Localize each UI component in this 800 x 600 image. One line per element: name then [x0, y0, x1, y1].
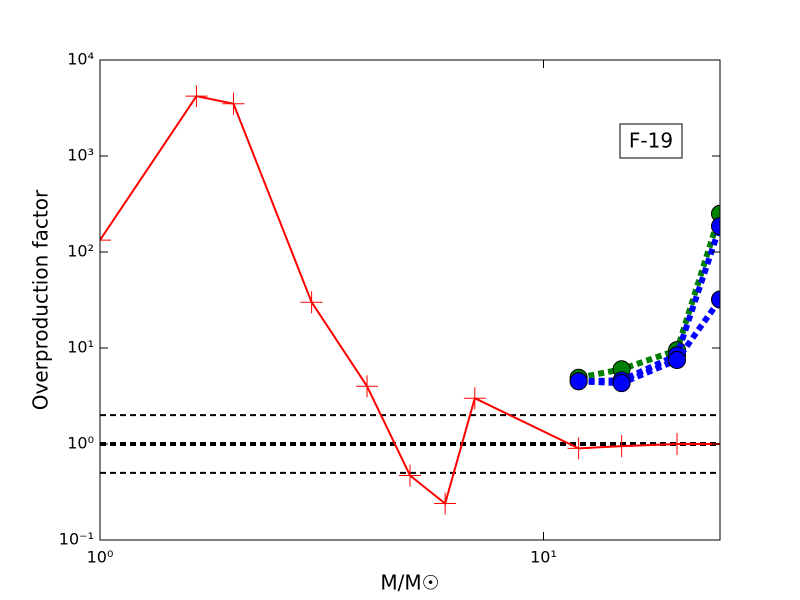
y-axis-label: Overproduction factor: [29, 189, 53, 410]
annotation-box: [619, 123, 683, 159]
y-tick-label: 10³: [67, 146, 94, 165]
marker: [666, 433, 689, 455]
y-tick-label: 10¹: [67, 338, 94, 357]
y-tick-label: 10⁰: [67, 434, 94, 453]
marker: [222, 92, 245, 115]
plot-frame: [99, 59, 721, 541]
y-tick-label: 10⁴: [67, 50, 94, 69]
annotation: F-19: [629, 129, 673, 153]
marker: [100, 229, 111, 252]
marker: [463, 387, 486, 410]
x-tick-label: 10⁰: [87, 548, 114, 567]
marker: [612, 374, 631, 393]
y-tick-label: 10⁻¹: [59, 530, 94, 549]
marker: [567, 437, 590, 460]
y-tick-label: 10²: [67, 242, 94, 261]
marker: [434, 492, 457, 515]
marker: [711, 217, 720, 236]
series-line: [578, 297, 720, 387]
marker: [711, 290, 720, 309]
plot-area: [100, 85, 720, 515]
series-line: [578, 212, 720, 381]
marker: [399, 464, 421, 487]
x-axis-label: M/M☉: [380, 571, 439, 595]
marker: [610, 435, 633, 458]
x-tick-label: 10¹: [530, 548, 557, 567]
marker: [185, 85, 208, 108]
marker: [569, 372, 588, 391]
marker: [356, 375, 379, 398]
marker: [300, 291, 323, 314]
marker: [668, 350, 687, 369]
